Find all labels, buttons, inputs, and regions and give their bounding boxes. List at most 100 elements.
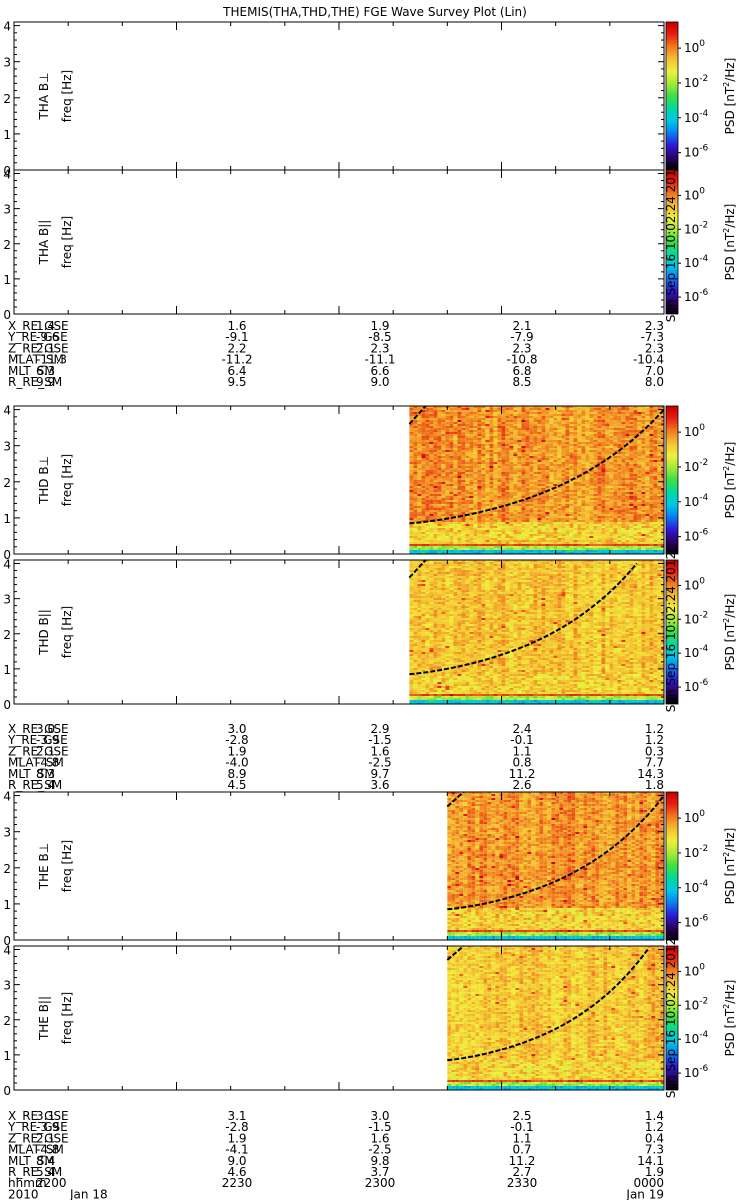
spectrogram-cell: [589, 420, 594, 422]
spectrogram-cell: [625, 520, 630, 522]
spectrogram-cell: [577, 454, 582, 456]
spectrogram-cell: [549, 514, 554, 516]
spectrogram-cell: [533, 470, 538, 472]
spectrogram-cell: [649, 460, 654, 462]
spectrogram-cell: [497, 436, 502, 438]
spectrogram-cell: [497, 514, 502, 516]
spectrogram-cell: [617, 424, 622, 426]
spectrogram-cell: [657, 520, 662, 522]
spectrogram-cell: [525, 436, 530, 438]
spectrogram-cell: [597, 420, 602, 422]
spectrogram-cell: [441, 530, 446, 532]
spectrogram-cell: [593, 494, 598, 496]
spectrogram-cell: [557, 442, 562, 444]
spectrogram-cell: [557, 410, 562, 412]
spectrogram-cell: [537, 518, 542, 520]
spectrogram-cell: [629, 504, 634, 506]
spectrogram-cell: [433, 406, 438, 408]
spectrogram-cell: [553, 410, 558, 412]
spectrogram-cell: [601, 410, 606, 412]
spectrogram-cell: [553, 428, 558, 430]
spectrogram-cell: [553, 540, 558, 542]
spectrogram-cell: [433, 472, 438, 474]
spectrogram-cell: [461, 532, 466, 534]
spectrogram-cell: [429, 506, 434, 508]
spectrogram-cell: [633, 458, 638, 460]
spectrogram-cell: [465, 464, 470, 466]
spectrogram-cell: [561, 436, 566, 438]
spectrogram-cell: [433, 534, 438, 536]
spectrogram-cell: [597, 432, 602, 434]
spectrogram-cell: [545, 424, 550, 426]
spectrogram-cell: [497, 430, 502, 432]
spectrogram-cell: [545, 500, 550, 502]
spectrogram-cell: [565, 426, 570, 428]
spectrogram-cell: [621, 416, 626, 418]
spectrogram-cell: [605, 526, 610, 528]
spectrogram-cell: [513, 416, 518, 418]
spectrogram-cell: [521, 472, 526, 474]
spectrogram-cell: [437, 468, 442, 470]
spectrogram-cell: [429, 472, 434, 474]
spectrogram-cell: [497, 532, 502, 534]
spectrogram-cell: [501, 482, 506, 484]
spectrogram-cell: [433, 510, 438, 512]
spectrogram-cell: [525, 468, 530, 470]
spectrogram-cell: [433, 476, 438, 478]
spectrogram-cell: [645, 410, 650, 412]
spectrogram-cell: [425, 466, 430, 468]
spectrogram-cell: [465, 502, 470, 504]
spectrogram-cell: [653, 496, 658, 498]
spectrogram-cell: [529, 484, 534, 486]
spectrogram-cell: [461, 420, 466, 422]
spectrogram-cell: [473, 476, 478, 478]
spectrogram-cell: [505, 476, 510, 478]
spectrogram-cell: [637, 506, 642, 508]
spectrogram-cell: [569, 530, 574, 532]
spectrogram-cell: [521, 552, 526, 554]
spectrogram-cell: [653, 508, 658, 510]
spectrogram-cell: [489, 414, 494, 416]
spectrogram-cell: [505, 540, 510, 542]
spectrogram-cell: [421, 532, 426, 534]
spectrogram-cell: [581, 486, 586, 488]
spectrogram-cell: [649, 448, 654, 450]
spectrogram-cell: [449, 460, 454, 462]
spectrogram-cell: [489, 536, 494, 538]
spectrogram-cell: [545, 474, 550, 476]
spectrogram-cell: [585, 412, 590, 414]
spectrogram-cell: [553, 458, 558, 460]
spectrogram-cell: [597, 518, 602, 520]
spectrogram-cell: [617, 498, 622, 500]
spectrogram-cell: [441, 502, 446, 504]
spectrogram-cell: [537, 524, 542, 526]
spectrogram-cell: [629, 422, 634, 424]
spectrogram-cell: [621, 450, 626, 452]
spectrogram-cell: [637, 426, 642, 428]
spectrogram-cell: [597, 408, 602, 410]
spectrogram-cell: [653, 442, 658, 444]
spectrogram-cell: [597, 508, 602, 510]
spectrogram-cell: [661, 508, 664, 510]
spectrogram-cell: [625, 536, 630, 538]
spectrogram-cell: [453, 522, 458, 524]
spectrogram-cell: [569, 492, 574, 494]
spectrogram-cell: [605, 426, 610, 428]
spectrogram-cell: [661, 496, 664, 498]
spectrogram-cell: [529, 478, 534, 480]
spectrogram-cell: [589, 534, 594, 536]
spectrogram-cell: [533, 482, 538, 484]
spectrogram-cell: [569, 444, 574, 446]
spectrogram-cell: [421, 442, 426, 444]
spectrogram-cell: [429, 538, 434, 540]
spectrogram-cell: [545, 430, 550, 432]
spectrogram-cell: [661, 458, 664, 460]
spectrogram-cell: [473, 432, 478, 434]
spectrogram-cell: [489, 516, 494, 518]
spectrogram-cell: [445, 524, 450, 526]
spectrogram-cell: [533, 476, 538, 478]
spectrogram-cell: [533, 436, 538, 438]
spectrogram-cell: [581, 500, 586, 502]
spectrogram-cell: [493, 408, 498, 410]
spectrogram-cell: [513, 420, 518, 422]
